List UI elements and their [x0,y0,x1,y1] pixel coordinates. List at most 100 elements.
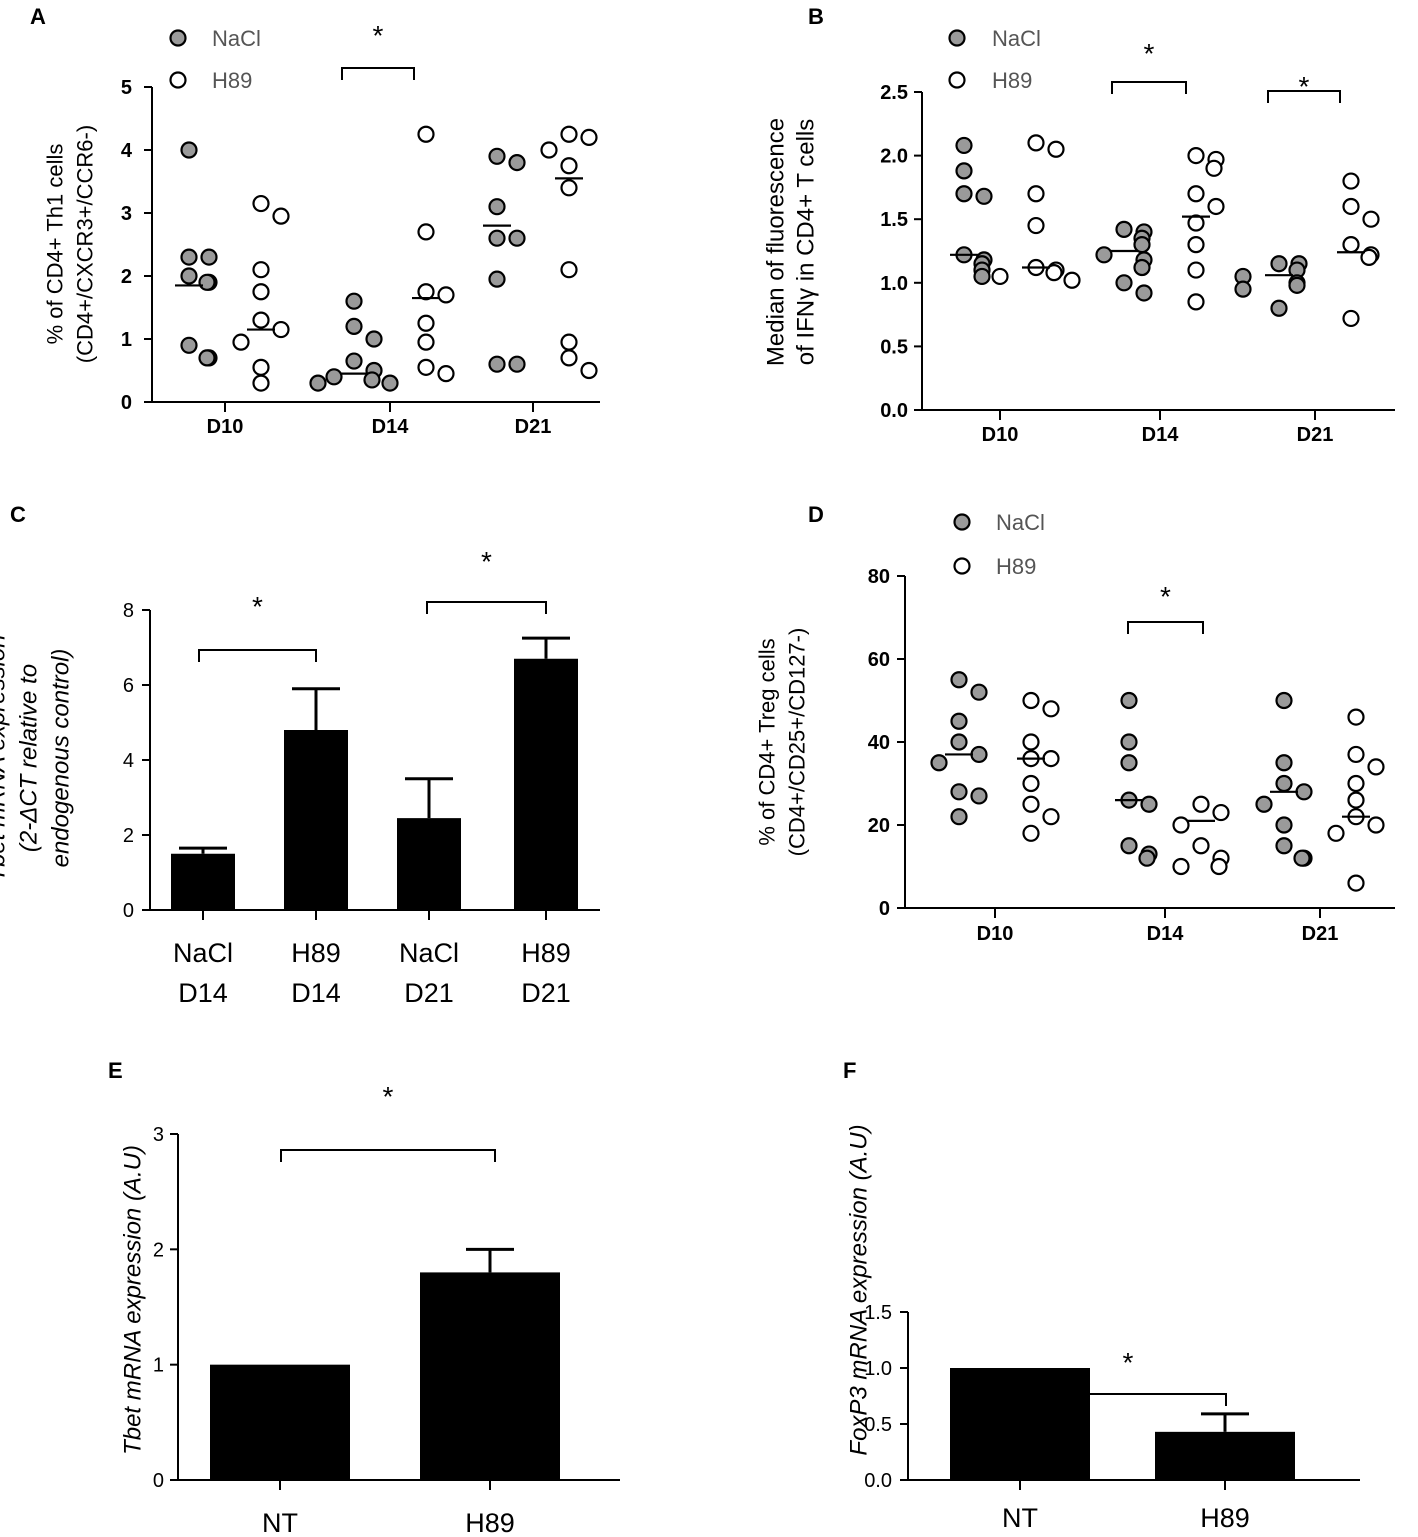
data-point [1295,783,1313,801]
data-point [1140,795,1158,813]
data-point [1362,210,1380,228]
data-point [1133,236,1151,254]
data-point [1270,299,1288,317]
data-point [488,229,506,247]
data-point [1367,758,1385,776]
data-point [508,355,526,373]
y-tick-label: 0.5 [864,1414,892,1436]
significance-bracket [426,601,547,614]
x-tick-label: D21 [515,416,552,438]
data-point [950,783,968,801]
y-tick-label: 2 [121,266,132,288]
data-point [1347,874,1365,892]
x-tick-label: H89 [521,938,571,968]
data-point [1347,791,1365,809]
data-point [180,141,198,159]
data-point [560,349,578,367]
y-axis-title-line: FoxP3 mRNA expression (A.U) [845,1124,872,1455]
data-point [970,683,988,701]
data-point [180,267,198,285]
y-tick-label: 6 [123,675,134,697]
y-axis-title-line: (2-ΔCT relative to [15,664,42,852]
panel-letter: D [808,502,824,527]
data-point [1045,264,1063,282]
data-point [1120,837,1138,855]
x-tick-label: NaCl [173,938,233,968]
significance-star: * [1144,38,1155,69]
data-point [1042,700,1060,718]
x-tick-label: H89 [291,938,341,968]
data-point [345,352,363,370]
y-tick-label: 1.5 [880,209,908,231]
significance-bracket [1029,1393,1227,1406]
data-point [417,125,435,143]
data-point [580,361,598,380]
legend-label: H89 [996,554,1036,579]
data-point [417,314,435,332]
bar [950,1368,1090,1480]
data-point [955,162,973,180]
data-point [1027,216,1045,235]
y-tick-label: 4 [123,750,134,772]
x-tick-label: NaCl [399,938,459,968]
x-tick-label: D14 [372,416,410,438]
x-tick-label: D21 [1297,424,1334,446]
data-point [1022,795,1040,813]
y-tick-label: 4 [121,140,133,162]
data-point [1187,147,1205,165]
legend-marker [948,71,966,89]
y-axis-title-line: (CD4+/CD25+/CD127-) [785,628,810,857]
data-point [1275,816,1293,834]
y-tick-label: 2 [123,825,134,847]
data-point [345,292,363,310]
panel-letter: B [808,4,824,29]
data-point [1133,258,1151,277]
data-point [955,185,973,203]
bar [1155,1431,1295,1480]
data-point [1027,185,1045,203]
data-point [973,267,991,286]
x-tick-label: D14 [291,978,341,1008]
bar [420,1272,560,1480]
significance-star: * [1123,1347,1134,1378]
legend-label: H89 [992,68,1032,93]
significance-star: * [481,546,492,577]
significance-bracket [1111,81,1187,94]
data-point [309,374,327,392]
legend-marker [169,71,187,89]
data-point [200,248,218,266]
significance-bracket [341,67,415,80]
data-point [1120,733,1138,751]
y-tick-label: 1 [121,329,132,351]
data-point [363,371,381,389]
x-tick-label: D21 [404,978,454,1008]
data-point [950,671,968,689]
y-tick-label: 2.0 [880,146,908,168]
data-point [365,330,383,348]
y-tick-label: 0.0 [864,1470,892,1492]
x-tick-label: H89 [1200,1503,1250,1533]
data-point [540,141,558,159]
y-tick-label: 1.0 [880,273,908,295]
y-tick-label: 2.5 [880,82,908,104]
data-point [1347,708,1365,726]
panel-C: C Tbet mRNA expression (2-ΔCT relative to e… [0,502,600,1008]
y-axis-title-line: Tbet mRNA expression (A.U) [119,1145,146,1455]
bar [284,730,348,910]
panel-A: A % of CD4+ Th1 cells (CD4+/CXCR3+/CCR6-) 0… [30,4,600,438]
bar [514,658,578,910]
bar [397,818,461,910]
data-point [232,333,250,351]
x-tick-label: D14 [1142,424,1180,446]
panel-letter: E [108,1058,123,1083]
data-point [417,223,435,241]
data-point [1347,774,1365,793]
x-tick-label: D21 [521,978,571,1008]
data-point [955,136,973,155]
y-axis-title-line: endogenous control) [47,649,74,868]
data-point [1138,849,1156,867]
data-point [1327,824,1345,842]
legend-label: NaCl [212,26,261,51]
legend-label: NaCl [992,26,1041,51]
